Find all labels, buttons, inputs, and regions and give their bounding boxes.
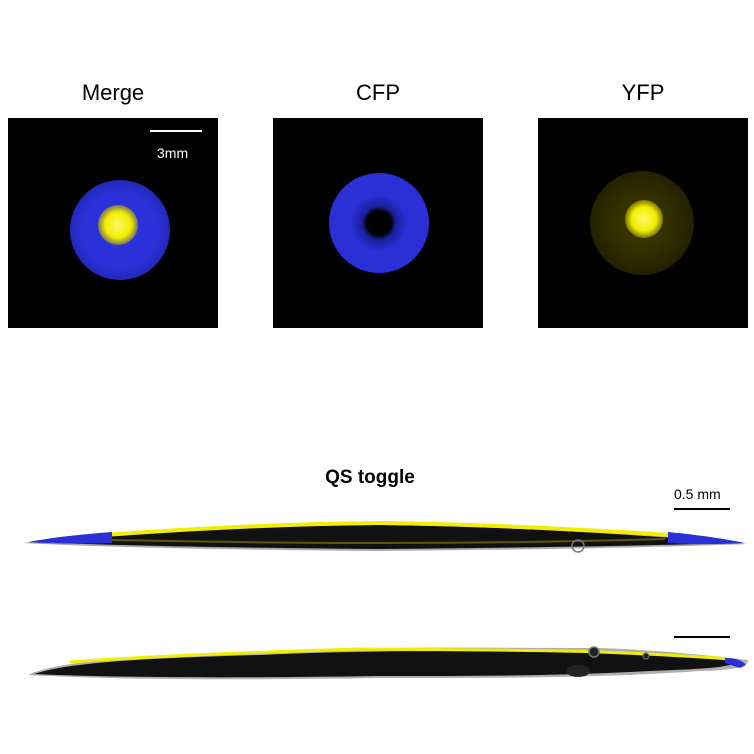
panel-title-merge: Merge: [81, 80, 145, 105]
bottom-scale-bar-2: [674, 636, 730, 638]
profile-top-blue-right: [668, 532, 745, 545]
colony-profile-bottom: [28, 646, 748, 680]
profile-top-yellow-lower: [109, 538, 666, 545]
profile-top-blue-left: [28, 532, 112, 544]
section-title: QS toggle: [325, 467, 415, 488]
panel-title-yfp: YFP: [621, 80, 665, 105]
profile-top-body: [30, 525, 742, 549]
profile-top-yellow-band: [104, 520, 671, 537]
merge-colony-yellow-core: [98, 205, 138, 245]
profile-bottom-bubble-2: [642, 652, 650, 660]
profile-bottom-yellow-band: [69, 647, 731, 664]
profile-bottom-bubble-1: [588, 646, 600, 658]
cfp-colony-ring: [329, 173, 429, 273]
yfp-colony-core: [625, 200, 663, 238]
merge-image: 3mm: [8, 118, 218, 328]
bottom-scale-label: 0.5 mm: [674, 486, 721, 502]
merge-scale-bar: [150, 130, 202, 132]
profile-top-bubble: [571, 539, 585, 553]
yfp-image: [538, 118, 748, 328]
cfp-image: [273, 118, 483, 328]
panel-title-cfp: CFP: [356, 80, 400, 105]
colony-profile-top: [22, 520, 748, 553]
profile-bottom-blue-right: [725, 658, 746, 668]
profile-bottom-bulge: [566, 665, 590, 677]
merge-scale-label: 3mm: [157, 145, 189, 161]
bottom-scale-bar-1: [674, 508, 730, 510]
profile-bottom-body: [34, 650, 740, 678]
